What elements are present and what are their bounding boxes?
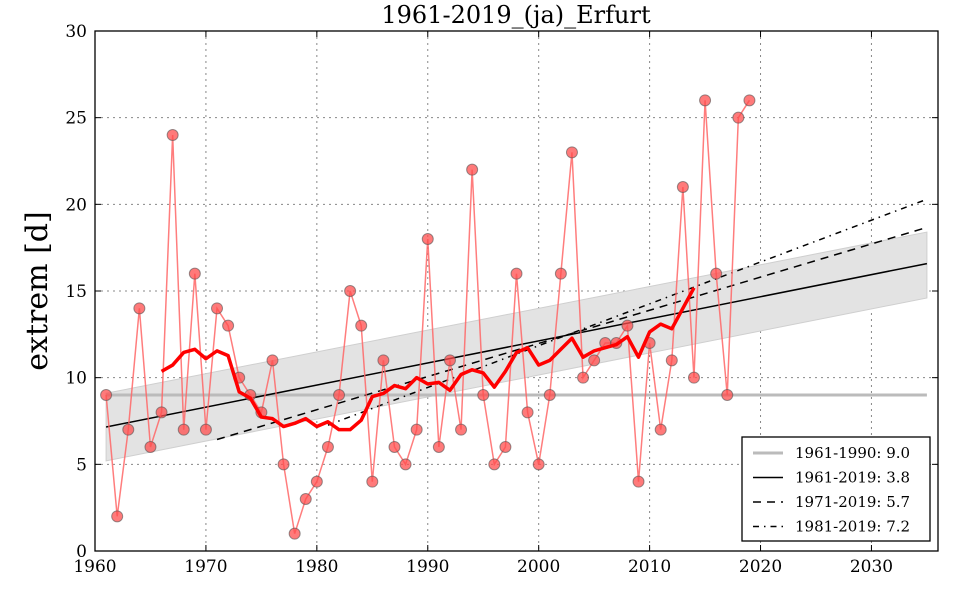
data-point [310,475,323,488]
data-point [366,475,379,488]
data-point [211,302,224,315]
y-tick-label: 5 [76,455,87,475]
data-point [377,354,390,367]
data-point [721,389,734,401]
x-tick-label: 2000 [517,557,560,577]
data-point [621,319,634,332]
data-point [122,423,135,436]
y-tick-label: 0 [76,542,87,562]
data-point [732,111,745,124]
data-point [532,458,545,471]
data-point [266,354,279,367]
moving-average-line [160,287,696,432]
data-point [510,267,523,280]
data-point [222,319,235,332]
data-point [443,354,456,367]
data-point [543,389,556,401]
moving-average [160,287,696,432]
data-point [321,441,334,453]
legend-label: 1961-2019: 3.8 [795,469,910,487]
data-point [743,94,756,107]
x-tick-label: 1990 [406,557,449,577]
data-point [521,406,534,419]
data-point [155,406,168,419]
data-point [399,458,412,471]
data-point [554,267,567,280]
data-point [432,441,445,453]
data-point [499,441,512,453]
data-series [100,94,756,540]
trend-line-dashed [216,226,928,441]
legend: 1961-1990: 9.0 1961-2019: 3.8 1971-2019: 5… [741,436,931,542]
legend-label: 1961-1990: 9.0 [795,444,910,462]
confidence-band-area [105,231,928,462]
data-point [477,389,490,401]
x-tick-label: 1960 [73,557,116,577]
legend-label: 1981-2019: 7.2 [795,518,910,536]
x-tick-label: 2030 [850,557,893,577]
data-point [299,493,312,505]
data-point [188,267,201,280]
data-point [388,441,401,453]
y-tick-label: 25 [65,109,87,129]
data-point [344,285,357,297]
data-point [665,354,678,367]
x-tick-label: 2020 [739,557,782,577]
axis-ticks: 1960 1970 1980 1990 2000 2010 2020 203005101520… [65,22,938,577]
y-tick-label: 15 [65,282,87,302]
data-point [676,181,689,193]
data-point [410,423,423,436]
x-tick-label: 1970 [184,557,227,577]
trend-lines [105,198,928,441]
trend-line-dashdot [327,198,928,426]
data-point [632,475,645,488]
data-point [699,94,712,107]
data-point [710,267,723,280]
trend-line-solid [105,262,928,428]
data-point [466,163,479,176]
x-tick-label: 1980 [295,557,338,577]
data-point [111,510,124,523]
data-point [654,423,667,436]
data-point [577,371,590,384]
x-tick-label: 2010 [628,557,671,577]
data-point [333,389,346,401]
data-point [100,389,113,401]
chart-title: 1961-2019_(ja)_Erfurt [381,1,651,29]
data-point [455,423,468,436]
data-point [588,354,601,367]
confidence-band [105,231,928,462]
data-point [565,146,578,159]
y-tick-label: 30 [65,22,87,42]
data-point [421,233,434,245]
data-point [687,371,700,384]
data-point [144,441,157,453]
data-point [277,458,290,471]
data-point [355,319,368,332]
data-point [488,458,501,471]
data-point [199,423,212,436]
data-point [133,302,146,315]
data-point [288,527,301,540]
data-point [166,129,179,141]
data-point [177,423,190,436]
y-axis-label: extrem [d] [20,211,55,370]
legend-label: 1971-2019: 5.7 [795,493,910,511]
y-tick-label: 20 [65,195,87,215]
y-tick-label: 10 [65,369,87,389]
